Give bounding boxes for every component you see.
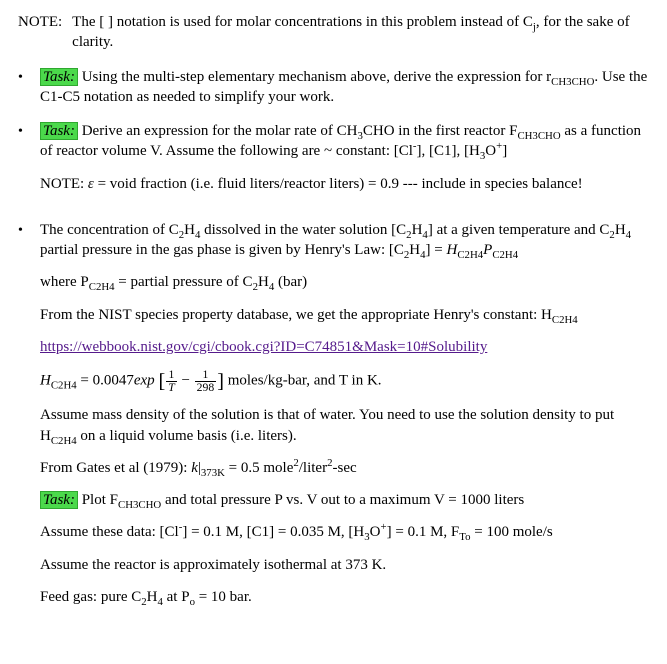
bracket-group: [1T − 1298] (158, 369, 224, 393)
b3-dens: Assume mass density of the solution is t… (40, 405, 649, 446)
b2-e: O (485, 143, 496, 159)
b1-text-a: Using the multi-step elementary mechanis… (82, 69, 551, 85)
t: dissolved in the water solution [C (200, 222, 406, 238)
b3-heq: HC2H4 = 0.0047exp [1T − 1298] moles/kg-b… (40, 369, 649, 393)
s: 373K (201, 467, 225, 479)
t: O (370, 524, 381, 540)
b2-a: Derive an expression for the molar rate … (82, 123, 358, 139)
b3-p1: The concentration of C2H4 dissolved in t… (40, 220, 649, 261)
P: P (483, 242, 492, 258)
s: C2H4 (552, 314, 578, 326)
bullet-dot-icon: • (18, 220, 40, 619)
b3-iso: Assume the reactor is approximately isot… (40, 555, 649, 575)
t: /liter (299, 460, 327, 476)
t: = 10 bar. (195, 589, 252, 605)
bullet-1-body: Task: Using the multi-step elementary me… (40, 67, 649, 108)
t: H (409, 242, 420, 258)
t: partial pressure in the gas phase is giv… (40, 242, 404, 258)
t: = 0.5 mole (225, 460, 293, 476)
t: Feed gas: pure C (40, 589, 141, 605)
b3-where: where PC2H4 = partial pressure of C2H4 (… (40, 272, 649, 292)
t: on a liquid volume basis (i.e. liters). (77, 428, 297, 444)
t: H (147, 589, 158, 605)
note-text-a: The [ ] notation is used for molar conce… (72, 14, 533, 30)
den: T (166, 382, 177, 394)
bullet-dot-icon: • (18, 121, 40, 206)
H: H (40, 373, 51, 389)
frac-1: 1T (166, 369, 177, 393)
b3-data: Assume these data: [Cl-] = 0.1 M, [C1] =… (40, 522, 649, 542)
t: ] = 0.1 M, F (387, 524, 460, 540)
bullet-3: • The concentration of C2H4 dissolved in… (18, 220, 649, 619)
note-label: NOTE: (18, 12, 72, 53)
t: = 100 mole/s (471, 524, 553, 540)
s: To (459, 531, 470, 543)
t: Plot F (82, 492, 118, 508)
t: at P (163, 589, 190, 605)
right-bracket-icon: ] (217, 371, 224, 393)
b2-b: CHO in the first reactor F (363, 123, 518, 139)
task-tag: Task: (40, 122, 78, 140)
t: = 0.0047 (77, 373, 134, 389)
bullet-2-body: Task: Derive an expression for the molar… (40, 121, 649, 206)
b3-task: Task: Plot FCH3CHO and total pressure P … (40, 490, 649, 510)
t: H (184, 222, 195, 238)
t: ] at a given temperature and C (428, 222, 610, 238)
b3-link-row: https://webbook.nist.gov/cgi/cbook.cgi?I… (40, 337, 649, 357)
t: ] = 0.1 M, [C1] = 0.035 M, [H (182, 524, 364, 540)
s: C2H4 (51, 435, 77, 447)
s: CH3CHO (118, 499, 161, 511)
t: -sec (333, 460, 357, 476)
nist-link[interactable]: https://webbook.nist.gov/cgi/cbook.cgi?I… (40, 339, 487, 355)
bullet-dot-icon: • (18, 67, 40, 108)
note-body: The [ ] notation is used for molar conce… (72, 12, 649, 53)
t: Assume these data: [Cl (40, 524, 179, 540)
b3-feed: Feed gas: pure C2H4 at Po = 10 bar. (40, 587, 649, 607)
b3-nist: From the NIST species property database,… (40, 305, 649, 325)
task-tag: Task: (40, 491, 78, 509)
b2-sub1: CH3CHO (517, 130, 560, 142)
t: (bar) (274, 274, 307, 290)
b2-note-eq: = void fraction (i.e. fluid liters/react… (94, 176, 583, 192)
minus: − (178, 373, 194, 389)
den: 298 (195, 382, 217, 394)
t: ] = (426, 242, 447, 258)
s: C2H4 (51, 380, 77, 392)
k: k (191, 460, 198, 476)
s: C2H4 (492, 249, 518, 261)
bullet-3-body: The concentration of C2H4 dissolved in t… (40, 220, 649, 619)
b2-note: NOTE: ε = void fraction (i.e. fluid lite… (40, 174, 649, 194)
exp: exp (134, 373, 155, 389)
t: = partial pressure of C (115, 274, 253, 290)
b2-d: ], [C1], [H (417, 143, 480, 159)
note-block: NOTE: The [ ] notation is used for molar… (18, 12, 649, 53)
b1-sub: CH3CHO (551, 76, 594, 88)
t: H (258, 274, 269, 290)
t: H (412, 222, 423, 238)
s: C2H4 (457, 249, 483, 261)
t: H (615, 222, 626, 238)
b3-gates: From Gates et al (1979): k|373K = 0.5 mo… (40, 458, 649, 478)
s: 4 (626, 229, 631, 241)
bullet-2: • Task: Derive an expression for the mol… (18, 121, 649, 206)
frac-2: 1298 (195, 369, 217, 393)
num: 1 (195, 369, 217, 382)
H: H (447, 242, 458, 258)
s: C2H4 (89, 281, 115, 293)
b2-f: ] (502, 143, 507, 159)
t: From the NIST species property database,… (40, 307, 552, 323)
left-bracket-icon: [ (158, 371, 165, 393)
t: moles/kg-bar, and T in K. (228, 373, 382, 389)
t: From Gates et al (1979): (40, 460, 191, 476)
t: where P (40, 274, 89, 290)
b2-p1: Task: Derive an expression for the molar… (40, 121, 649, 162)
num: 1 (166, 369, 177, 382)
bullet-1: • Task: Using the multi-step elementary … (18, 67, 649, 108)
t: and total pressure P vs. V out to a maxi… (161, 492, 524, 508)
task-tag: Task: (40, 68, 78, 86)
t: The concentration of C (40, 222, 179, 238)
b2-note-label: NOTE: (40, 176, 84, 192)
